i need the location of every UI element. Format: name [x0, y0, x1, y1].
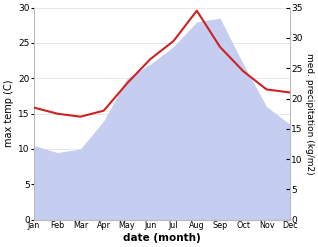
Y-axis label: med. precipitation (kg/m2): med. precipitation (kg/m2) [305, 53, 314, 174]
Y-axis label: max temp (C): max temp (C) [4, 80, 14, 147]
X-axis label: date (month): date (month) [123, 233, 201, 243]
